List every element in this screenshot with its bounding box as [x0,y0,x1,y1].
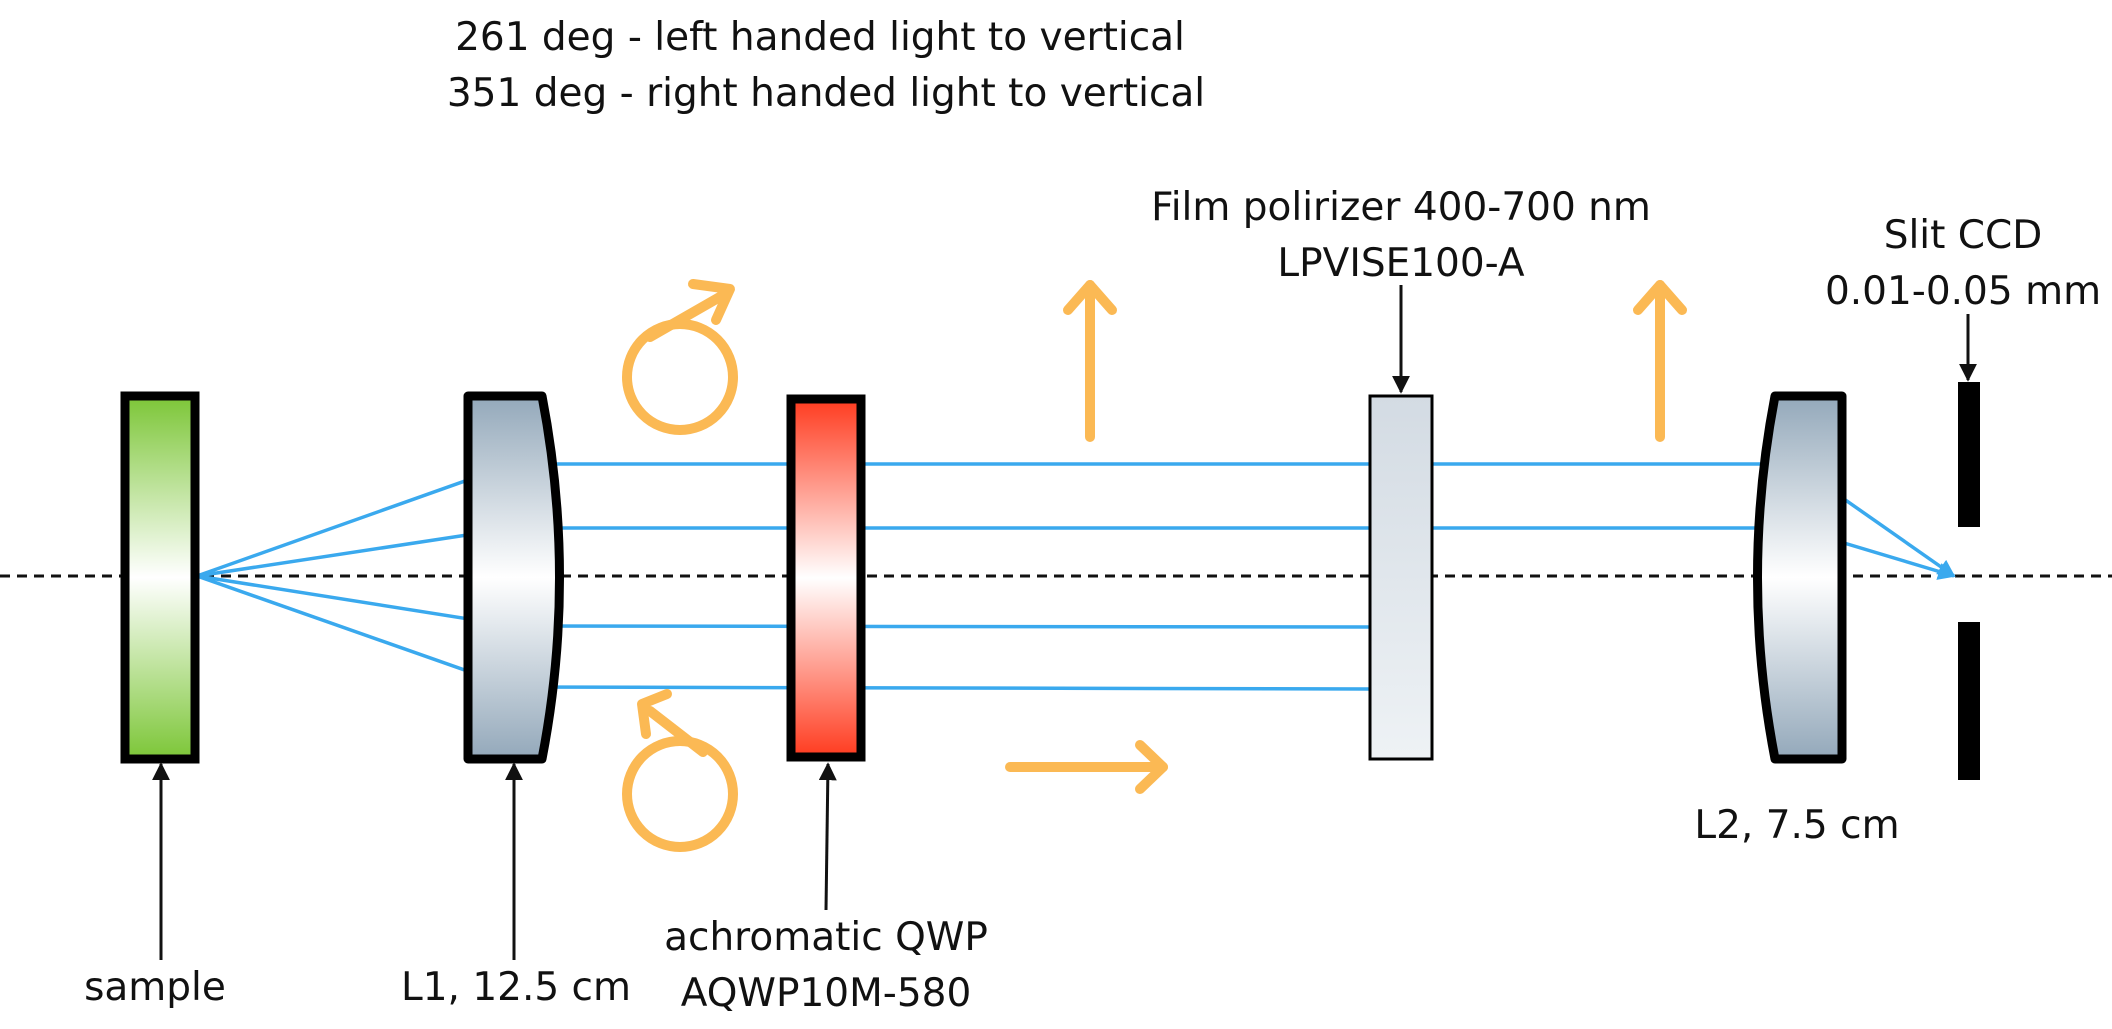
l1-label: L1, 12.5 cm [401,965,631,1010]
left-handed-polarization-icon [622,279,738,435]
vertical-polarization-arrow-1 [1063,280,1117,442]
collimated-rays [512,455,1796,691]
polarizer-label-line-2: LPVISE100-A [1277,241,1524,286]
qwp-label-line-2: AQWP10M-580 [681,971,972,1016]
header-line-1: 261 deg - left handed light to vertical [455,15,1185,60]
lens-l1 [463,391,564,764]
slit-label-line-1: Slit CCD [1884,213,2043,258]
slit-label-line-2: 0.01-0.05 mm [1825,269,2101,314]
slit-upper-blade [1958,382,1980,527]
lens-l2 [1753,391,1847,764]
diverging-rays [196,461,515,691]
qwp-label-line-1: achromatic QWP [664,915,988,960]
right-handed-polarization-icon [622,689,738,852]
quarter-wave-plate [786,394,866,762]
sample-label: sample [84,965,226,1010]
horizontal-polarization-arrow [1005,740,1168,794]
l2-label: L2, 7.5 cm [1694,803,1899,848]
slit-lower-blade [1958,622,1980,780]
header-line-2: 351 deg - right handed light to vertical [447,71,1205,116]
sample-element [120,391,200,764]
qwp-pointer-arrow [818,762,837,911]
vertical-polarization-arrow-2 [1633,280,1687,442]
polarizer-label-line-1: Film polirizer 400-700 nm [1151,185,1651,230]
film-polarizer [1368,394,1434,761]
